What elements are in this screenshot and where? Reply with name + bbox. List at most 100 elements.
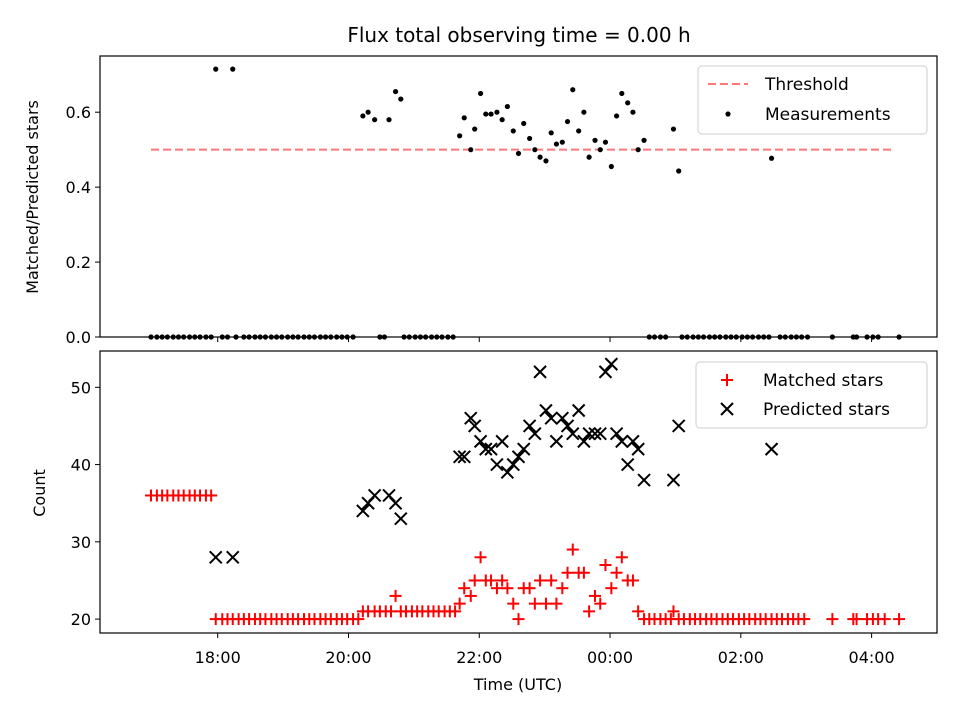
predicted-star-point: [522, 419, 537, 433]
predicted-star-point-b: [593, 426, 607, 441]
predicted-star-point-b: [490, 457, 504, 472]
measurement-point: [630, 109, 636, 115]
matched-star-point: [389, 589, 402, 602]
matched-star-point: [566, 543, 579, 556]
predicted-star-point-b: [566, 426, 580, 441]
x-axis-label: Time (UTC): [473, 675, 562, 694]
bottom-plot-area: [145, 357, 906, 626]
measurement-point: [597, 147, 603, 153]
predicted-star-point-b: [356, 504, 370, 518]
top-y-tick-label: 0.4: [66, 178, 91, 197]
matched-star-point: [474, 551, 487, 564]
matched-star-point: [458, 582, 471, 595]
top-legend: Threshold Measurements: [697, 65, 928, 135]
measurement-point: [608, 163, 614, 170]
matched-star-point: [610, 566, 623, 579]
predicted-star-point: [577, 434, 591, 449]
measurement-point: [213, 66, 219, 72]
matched-star-point: [594, 597, 607, 610]
predicted-star-point-b: [609, 426, 624, 441]
predicted-star-point-b: [666, 473, 681, 487]
predicted-star-point-b: [506, 457, 520, 472]
predicted-star-point: [226, 550, 240, 564]
bottom-y-tick-label: 40: [71, 456, 91, 475]
bottom-y-tick-label: 50: [71, 378, 91, 397]
predicted-star-point: [764, 442, 779, 456]
bottom-x-tick-label: 04:00: [849, 648, 895, 667]
predicted-star-point: [464, 411, 478, 425]
bottom-y-tick-label: 30: [71, 533, 91, 552]
bottom-legend-box: [695, 361, 928, 429]
bottom-y-tick-label: 20: [71, 610, 91, 629]
top-plot-area: [148, 66, 902, 340]
predicted-star-point-b: [671, 419, 686, 433]
predicted-star-point: [620, 457, 635, 472]
measurement-point: [504, 103, 510, 110]
matched-star-point: [556, 582, 569, 595]
measurement-point: [398, 96, 404, 102]
bottom-x-tick-label: 02:00: [718, 648, 764, 667]
measurement-point: [360, 113, 366, 119]
measurement-point: [564, 118, 571, 125]
top-y-tick-label: 0.6: [66, 103, 91, 122]
predicted-star-point-b: [631, 442, 645, 456]
predicted-star-point-b: [615, 434, 629, 449]
matched-star-point: [449, 605, 462, 618]
measurement-point: [619, 90, 625, 97]
count-panel: Count Time (UTC) Matched stars Predicted…: [30, 350, 938, 694]
measurement-point: [768, 155, 775, 161]
matched-star-point: [626, 574, 639, 587]
measurement-point: [602, 139, 609, 145]
measurement-point: [468, 147, 474, 153]
matched-star-point: [485, 574, 498, 587]
predicted-star-point: [598, 365, 613, 379]
matched-star-point: [615, 551, 628, 564]
predicted-star-point: [511, 450, 526, 464]
bottom-x-tick-label: 00:00: [587, 648, 633, 667]
predicted-star-point: [490, 457, 504, 472]
measurements-legend-label: Measurements: [765, 105, 891, 125]
measurement-point: [483, 111, 489, 117]
predicted-star-point-b: [522, 419, 537, 433]
predicted-star-point-b: [517, 442, 531, 456]
measurement-point: [494, 109, 500, 115]
predicted-star-point-b: [544, 411, 558, 425]
predicted-star-point: [588, 426, 602, 441]
predicted-star-point: [367, 488, 382, 503]
bottom-legend: Matched stars Predicted stars: [695, 361, 928, 429]
bottom-axes-frame: [99, 350, 938, 634]
matched-star-point: [583, 605, 596, 618]
predicted-star-point: [666, 473, 681, 487]
measurement-point: [472, 126, 478, 132]
predicted-star-point: [473, 434, 488, 449]
matched-star-point: [490, 582, 503, 595]
measurement-point: [477, 90, 484, 97]
matched-star-point: [826, 613, 839, 626]
measurement-point: [532, 147, 538, 153]
measurement-point: [499, 117, 505, 123]
matched-star-point: [561, 566, 574, 579]
predicted-star-point: [609, 426, 624, 441]
measurement-point: [461, 115, 467, 121]
predicted-star-point-b: [533, 365, 547, 379]
matched-star-point: [878, 613, 891, 626]
chart-title: Flux total observing time = 0.00 h: [347, 23, 690, 47]
predicted-star-point: [388, 496, 403, 510]
predicted-star-point: [394, 511, 408, 526]
matched-star-point: [605, 582, 618, 595]
matched-star-point: [523, 582, 536, 595]
matched-legend-label: Matched stars: [763, 371, 883, 391]
predicted-star-point: [571, 403, 586, 418]
bottom-y-axis-label: Count: [30, 469, 49, 517]
predicted-star-point-b: [382, 488, 396, 503]
predicted-star-point-b: [467, 419, 482, 433]
predicted-star-point: [484, 442, 498, 456]
matched-star-point: [539, 597, 552, 610]
bottom-x-tick-label: 20:00: [325, 648, 371, 667]
predicted-star-point: [452, 450, 467, 464]
measurement-point: [576, 128, 582, 134]
predicted-star-point: [517, 442, 531, 456]
predicted-star-point-b: [473, 434, 488, 449]
matched-star-point: [534, 574, 547, 587]
